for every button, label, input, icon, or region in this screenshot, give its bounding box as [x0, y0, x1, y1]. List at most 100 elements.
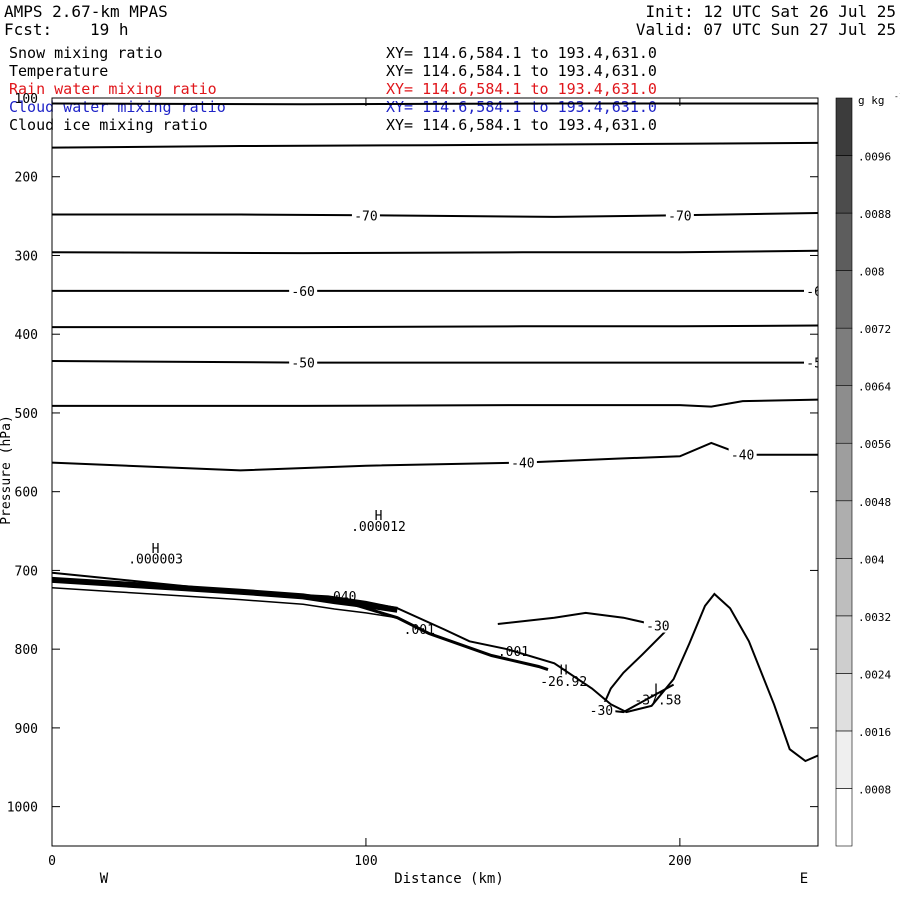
isotherm-label-bg: [508, 454, 537, 470]
field-name: Cloud ice mixing ratio: [9, 116, 208, 134]
field-name: Temperature: [9, 62, 109, 80]
colorbar-bin: [835, 327, 853, 386]
colorbar-bin: [835, 442, 853, 502]
isoline: [52, 398, 818, 408]
isotherm-label: -40: [511, 457, 534, 472]
y-tick-label: 1000: [7, 801, 38, 816]
colorbar-bin: [835, 270, 853, 329]
isoline: [52, 141, 818, 149]
isotherm-label: -40: [731, 449, 754, 464]
colorbar-tick-label: .004: [858, 553, 885, 566]
colorbar-bin: [835, 155, 853, 214]
colorbar-tick-label: .0016: [858, 726, 891, 739]
valid-time: Valid: 07 UTC Sun 27 Jul 25: [635, 20, 896, 39]
isotherm-label: -70: [354, 209, 377, 224]
y-tick-label: 600: [15, 486, 38, 501]
field-name: Cloud water mixing ratio: [9, 98, 226, 116]
isotherm-label-bg: [665, 207, 694, 223]
terrain-surface-line: [52, 571, 818, 763]
west-label: W: [100, 871, 109, 887]
plot-lines: -70 -70-60 -60-50 -50-40-40-30-30H.000003H.…: [52, 102, 829, 763]
contour-annotation: L: [654, 682, 662, 697]
colorbar-tick-label: .0072: [858, 323, 891, 336]
contour-annotation: H: [560, 663, 568, 678]
isotherm-label-bg: [587, 701, 616, 717]
isotherm-line: [52, 441, 818, 472]
colorbar-tick-label: .0088: [858, 208, 891, 221]
x-tick-label: 0: [48, 854, 56, 869]
isotherm-label-bg: [289, 354, 318, 370]
isotherm-label: -30: [590, 704, 613, 719]
isotherm-label-bg: [728, 446, 757, 462]
y-tick-label: 800: [15, 643, 38, 658]
east-label: E: [800, 871, 808, 887]
colorbar-bin: [835, 730, 853, 789]
init-time: Init: 12 UTC Sat 26 Jul 25: [645, 2, 896, 21]
contour-annotation: .040: [325, 590, 356, 605]
field-xy-range: XY= 114.6,584.1 to 193.4,631.0: [386, 62, 657, 80]
contour-annotation: .001: [404, 623, 435, 638]
x-tick-label: 100: [354, 854, 377, 869]
colorbar-tick-label: .0064: [858, 381, 891, 394]
colorbar-bin: [835, 615, 853, 674]
y-tick-label: 700: [15, 564, 38, 579]
colorbar-tick-label: .0096: [858, 151, 891, 164]
colorbar-tick-label: .0056: [858, 438, 891, 451]
field-xy-range: XY= 114.6,584.1 to 193.4,631.0: [386, 116, 657, 134]
field-name: Rain water mixing ratio: [9, 80, 217, 98]
y-axis-label: Pressure (hPa): [0, 415, 14, 525]
isotherm-label: -70: [668, 209, 691, 224]
y-tick-label: 500: [15, 407, 38, 422]
y-tick-label: 900: [15, 722, 38, 737]
contour-annotation: H: [152, 542, 160, 557]
isotherm-label-bg: [804, 354, 818, 370]
contour-annotation: .000003: [128, 552, 183, 567]
colorbar-bin: [835, 97, 853, 156]
isotherm-label-bg: [804, 282, 818, 298]
isotherm-label-bg: [351, 207, 380, 223]
y-tick-label: 100: [15, 92, 38, 107]
forecast-label: Fcst:: [4, 20, 53, 39]
colorbar-bin: [835, 558, 853, 617]
colorbar-bin: [835, 788, 853, 847]
colorbar: .0008 .0016 .0024 .0032 .004 .0048 .0056 .0064.…: [835, 92, 900, 847]
y-tick-label: 300: [15, 249, 38, 264]
y-tick-label: 200: [15, 171, 38, 186]
colorbar-bin: [835, 212, 853, 271]
contour-annotation: -37.58: [634, 693, 681, 708]
isoline: [52, 102, 818, 106]
isotherm-label: -50: [806, 357, 829, 372]
isotherm-label: -30: [646, 620, 669, 635]
contour-annotation: -26.92: [540, 675, 587, 690]
colorbar-tick-label: .0048: [858, 496, 891, 509]
isoline: [52, 324, 818, 329]
colorbar-bin: [835, 500, 853, 559]
colorbar-bin: [835, 385, 853, 444]
forecast-hours: 19 h: [90, 20, 129, 39]
isotherm-line: [52, 212, 818, 218]
field-xy-range: XY= 114.6,584.1 to 193.4,631.0: [386, 80, 657, 98]
isotherm-label-bg: [289, 282, 318, 298]
model-title: AMPS 2.67-km MPAS: [4, 2, 168, 21]
rain-water-contour: [349, 602, 549, 672]
contour-annotation: .000012: [351, 520, 406, 535]
isoline: [52, 249, 818, 255]
field-xy-range: XY= 114.6,584.1 to 193.4,631.0: [386, 98, 657, 116]
field-xy-range: XY= 114.6,584.1 to 193.4,631.0: [386, 44, 657, 62]
contour-annotation: .001: [498, 645, 529, 660]
snow-mixing-band: [52, 576, 398, 613]
isotherm-label: -50: [291, 357, 314, 372]
contour-annotation: H: [375, 509, 383, 524]
axes: 100 200 300 400 500 600 700 800 900 1000 0 100 200: [7, 92, 819, 869]
isotherm-label: -60: [291, 285, 314, 300]
plot-frame: [51, 97, 819, 847]
colorbar-tick-label: .0032: [858, 611, 891, 624]
x-axis-label: Distance (km): [394, 871, 504, 887]
snow-mixing-contour: [52, 586, 398, 619]
colorbar-unit-superscript: -1: [894, 92, 900, 101]
colorbar-tick-label: .0024: [858, 668, 891, 681]
x-tick-label: 200: [668, 854, 691, 869]
colorbar-tick-label: .008: [858, 266, 885, 279]
colorbar-unit: g kg: [858, 94, 885, 107]
